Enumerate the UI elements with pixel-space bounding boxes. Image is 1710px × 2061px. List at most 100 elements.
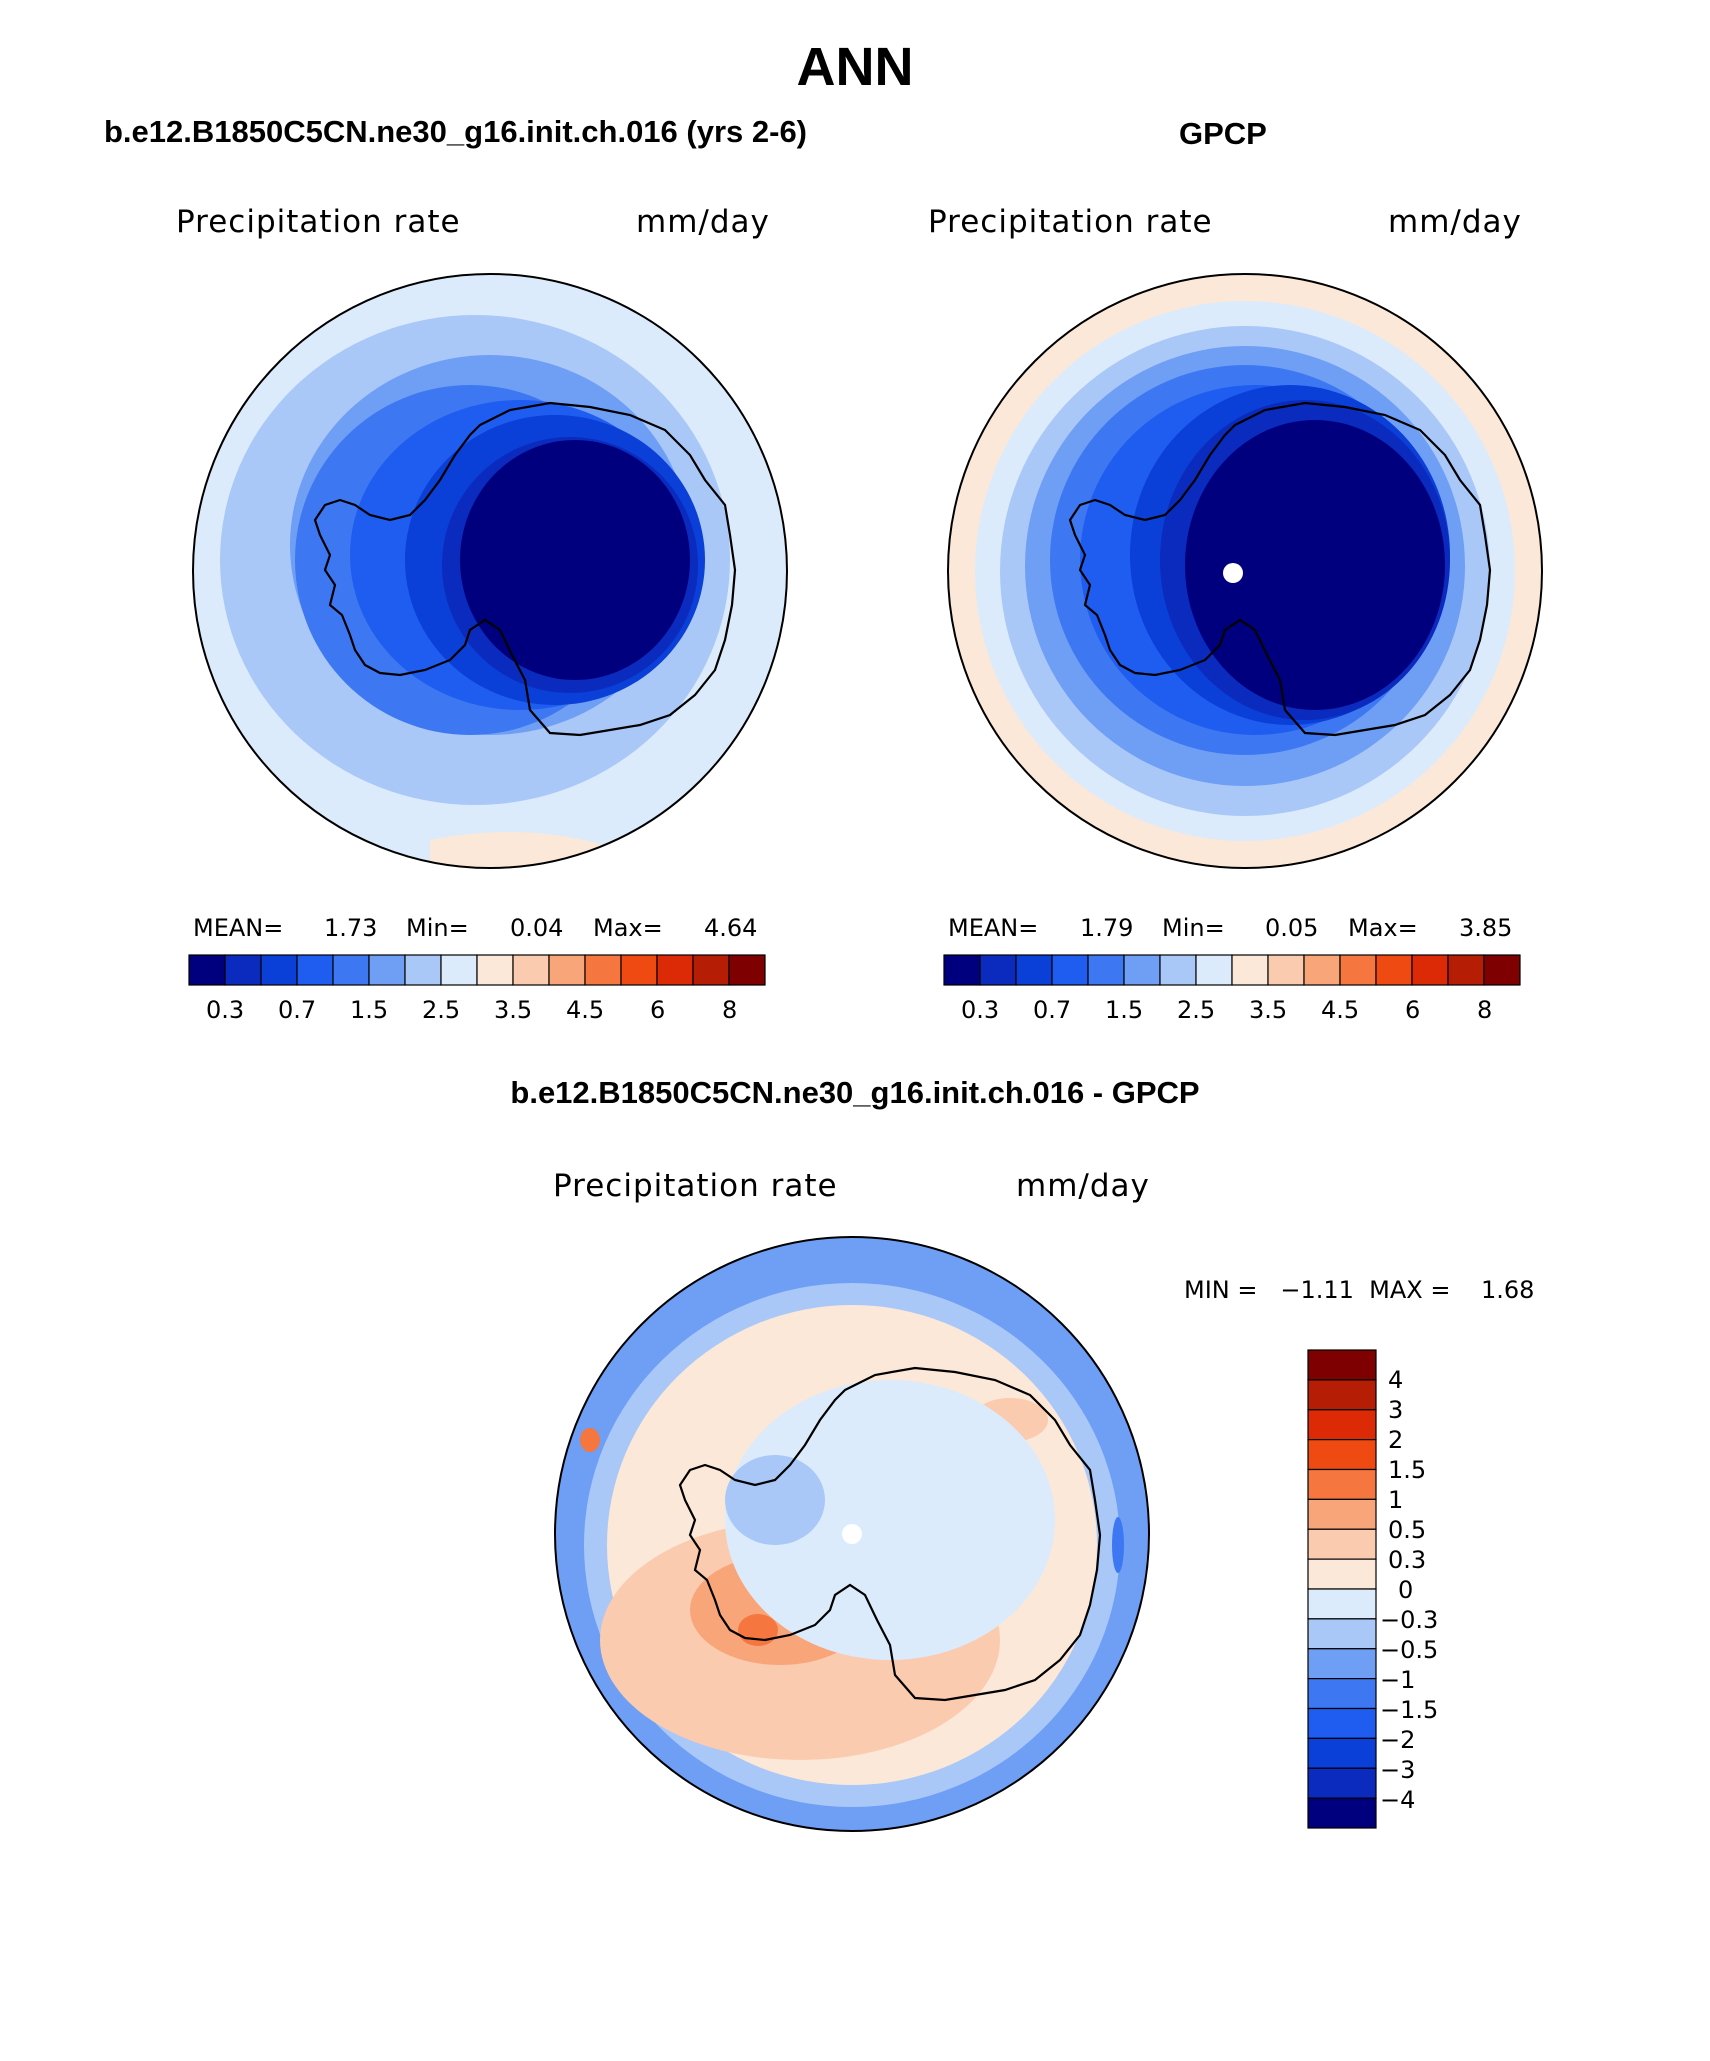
colorbar-swatch: [368, 954, 406, 986]
diff-map: [555, 1237, 1149, 1831]
colorbar-swatch: [692, 954, 730, 986]
panel-2-cb-label: 3.5: [1249, 996, 1288, 1024]
diff-cb-label: −1: [1380, 1666, 1416, 1694]
colorbar-swatch: [1307, 1648, 1377, 1680]
panel-2-map: [948, 274, 1542, 868]
panel-2-variable: Precipitation rate: [928, 204, 1213, 240]
colorbar-swatch: [728, 954, 766, 986]
colorbar-swatch: [548, 954, 586, 986]
colorbar-swatch: [1307, 1498, 1377, 1530]
panel-2-cb-label: 4.5: [1321, 996, 1360, 1024]
diff-cb-label: −1.5: [1380, 1696, 1439, 1724]
colorbar-swatch: [1307, 1588, 1377, 1620]
panel-2-units: mm/day: [1388, 204, 1522, 240]
diff-cb-label: 2: [1388, 1426, 1404, 1454]
panel-1-min-value: 0.04: [510, 914, 564, 942]
diff-cb-label: 1: [1388, 1486, 1404, 1514]
colorbar-swatch: [1307, 1707, 1377, 1739]
colorbar-swatch: [1307, 1797, 1377, 1829]
colorbar-swatch: [1307, 1528, 1377, 1560]
diff-cb-label: −4: [1380, 1786, 1416, 1814]
panel-1-map: [193, 274, 787, 868]
panel-2-case-title: GPCP: [1179, 116, 1267, 151]
colorbar-swatch: [1307, 1349, 1377, 1381]
panel-1-cb-label: 8: [722, 996, 738, 1024]
colorbar-swatch: [1447, 954, 1485, 986]
panel-2-colorbar: [943, 954, 1521, 986]
panel-1-units: mm/day: [636, 204, 770, 240]
colorbar-swatch: [476, 954, 514, 986]
panel-2-max-label: Max=: [1348, 914, 1418, 942]
panel-2-mean-label: MEAN=: [948, 914, 1039, 942]
panel-1-mean-value: 1.73: [324, 914, 378, 942]
panel-1-cb-label: 4.5: [566, 996, 605, 1024]
colorbar-swatch: [1159, 954, 1197, 986]
diff-map-border: [554, 1236, 1150, 1832]
colorbar-swatch: [1375, 954, 1413, 986]
panel-1-cb-label: 0.7: [278, 996, 317, 1024]
panel-2-min-value: 0.05: [1265, 914, 1319, 942]
colorbar-swatch: [1307, 1409, 1377, 1441]
colorbar-swatch: [620, 954, 658, 986]
colorbar-swatch: [1483, 954, 1521, 986]
panel-1-cb-label: 6: [650, 996, 666, 1024]
diff-minmax: MIN = −1.11 MAX = 1.68: [1184, 1276, 1535, 1304]
colorbar-swatch: [224, 954, 262, 986]
diff-cb-label: 3: [1388, 1396, 1404, 1424]
diff-variable: Precipitation rate: [553, 1168, 838, 1204]
panel-1-colorbar: [188, 954, 766, 986]
diff-cb-label: −3: [1380, 1756, 1416, 1784]
diff-cb-label: −0.3: [1380, 1606, 1439, 1634]
panel-1-variable: Precipitation rate: [176, 204, 461, 240]
panel-1-cb-label: 3.5: [494, 996, 533, 1024]
colorbar-swatch: [1123, 954, 1161, 986]
colorbar-swatch: [404, 954, 442, 986]
colorbar-swatch: [1051, 954, 1089, 986]
diff-cb-label: 0.5: [1388, 1516, 1427, 1544]
diff-colorbar: [1307, 1349, 1377, 1829]
diff-cb-label: −2: [1380, 1726, 1416, 1754]
colorbar-swatch: [1087, 954, 1125, 986]
colorbar-swatch: [1303, 954, 1341, 986]
colorbar-swatch: [1339, 954, 1377, 986]
panel-2-cb-label: 0.3: [961, 996, 1000, 1024]
diff-cb-label: 0.3: [1388, 1546, 1427, 1574]
panel-1-min-label: Min=: [406, 914, 469, 942]
colorbar-swatch: [656, 954, 694, 986]
colorbar-swatch: [584, 954, 622, 986]
colorbar-swatch: [1307, 1558, 1377, 1590]
colorbar-swatch: [943, 954, 981, 986]
panel-1-cb-label: 2.5: [422, 996, 461, 1024]
panel-1-max-label: Max=: [593, 914, 663, 942]
panel-1-map-border: [192, 273, 788, 869]
colorbar-swatch: [1267, 954, 1305, 986]
colorbar-swatch: [1307, 1737, 1377, 1769]
colorbar-swatch: [1307, 1468, 1377, 1500]
panel-2-map-border: [947, 273, 1543, 869]
colorbar-swatch: [512, 954, 550, 986]
colorbar-swatch: [440, 954, 478, 986]
panel-2-cb-label: 2.5: [1177, 996, 1216, 1024]
panel-2-max-value: 3.85: [1459, 914, 1513, 942]
colorbar-swatch: [979, 954, 1017, 986]
diff-cb-label: 1.5: [1388, 1456, 1427, 1484]
colorbar-swatch: [188, 954, 226, 986]
panel-1-mean-label: MEAN=: [193, 914, 284, 942]
colorbar-swatch: [1307, 1439, 1377, 1471]
colorbar-swatch: [1195, 954, 1233, 986]
panel-2-mean-value: 1.79: [1080, 914, 1134, 942]
colorbar-swatch: [260, 954, 298, 986]
diff-units: mm/day: [1016, 1168, 1150, 1204]
colorbar-swatch: [296, 954, 334, 986]
diff-cb-label: 4: [1388, 1366, 1404, 1394]
colorbar-swatch: [1015, 954, 1053, 986]
colorbar-swatch: [1307, 1767, 1377, 1799]
panel-2-cb-label: 1.5: [1105, 996, 1144, 1024]
panel-1-max-value: 4.64: [704, 914, 758, 942]
panel-2-cb-label: 6: [1405, 996, 1421, 1024]
colorbar-swatch: [1307, 1678, 1377, 1710]
colorbar-swatch: [1411, 954, 1449, 986]
colorbar-swatch: [1231, 954, 1269, 986]
colorbar-swatch: [1307, 1379, 1377, 1411]
